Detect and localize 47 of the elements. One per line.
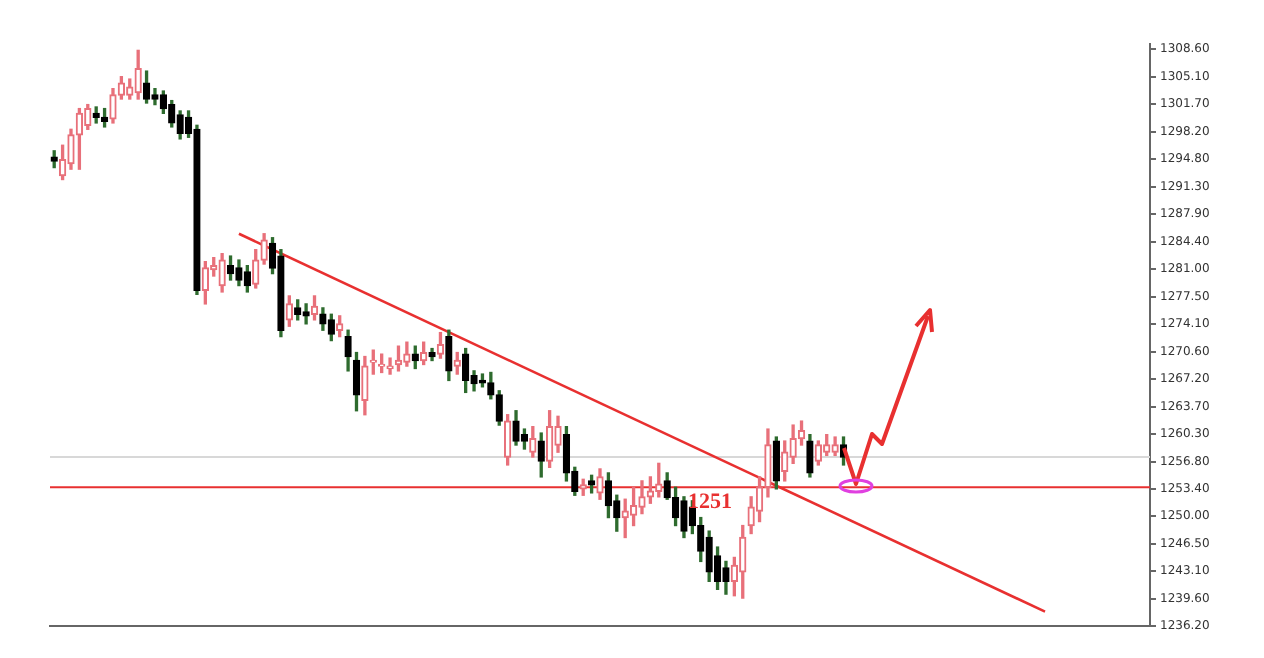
candlestick — [503, 414, 512, 466]
candlestick — [243, 264, 251, 293]
candlestick — [789, 424, 797, 465]
candlestick — [218, 253, 226, 293]
candlestick — [529, 426, 537, 458]
candlestick — [638, 480, 646, 515]
annotation: 1251 — [688, 489, 732, 514]
candlestick — [294, 299, 302, 321]
candlestick — [235, 259, 243, 287]
candlestick — [823, 434, 831, 457]
candlestick — [445, 329, 453, 382]
candlestick — [806, 434, 814, 478]
candlestick — [596, 468, 604, 500]
candlestick — [537, 432, 545, 478]
candlestick — [285, 295, 293, 327]
candlestick — [512, 410, 520, 446]
candlestick — [587, 474, 596, 494]
candlestick — [302, 303, 310, 325]
candlestick — [403, 341, 411, 367]
candlestick — [336, 315, 344, 338]
candlestick — [151, 87, 159, 106]
candlestick — [831, 436, 839, 457]
candlestick — [545, 410, 554, 469]
candlestick — [109, 87, 117, 124]
candlestick — [386, 357, 394, 375]
candlestick — [453, 351, 461, 375]
candlestick — [722, 560, 730, 595]
candlestick — [436, 331, 445, 359]
candlestick — [277, 249, 285, 338]
candlestick — [319, 307, 327, 331]
candlestick — [428, 347, 436, 362]
candlestick — [461, 347, 470, 394]
candlestick — [680, 496, 688, 539]
candlestick — [554, 415, 562, 453]
candlestick — [579, 478, 587, 496]
candlestick — [361, 355, 369, 416]
candlestick — [411, 345, 419, 370]
candlestick — [772, 436, 780, 490]
candlestick — [75, 107, 84, 170]
candlestick — [193, 124, 201, 295]
candlestick — [176, 110, 184, 140]
candlestick — [201, 260, 209, 305]
candlestick — [142, 70, 151, 104]
candlestick — [655, 462, 663, 498]
candlestick — [327, 313, 335, 342]
candlestick — [814, 440, 822, 466]
candlestick — [520, 428, 529, 450]
